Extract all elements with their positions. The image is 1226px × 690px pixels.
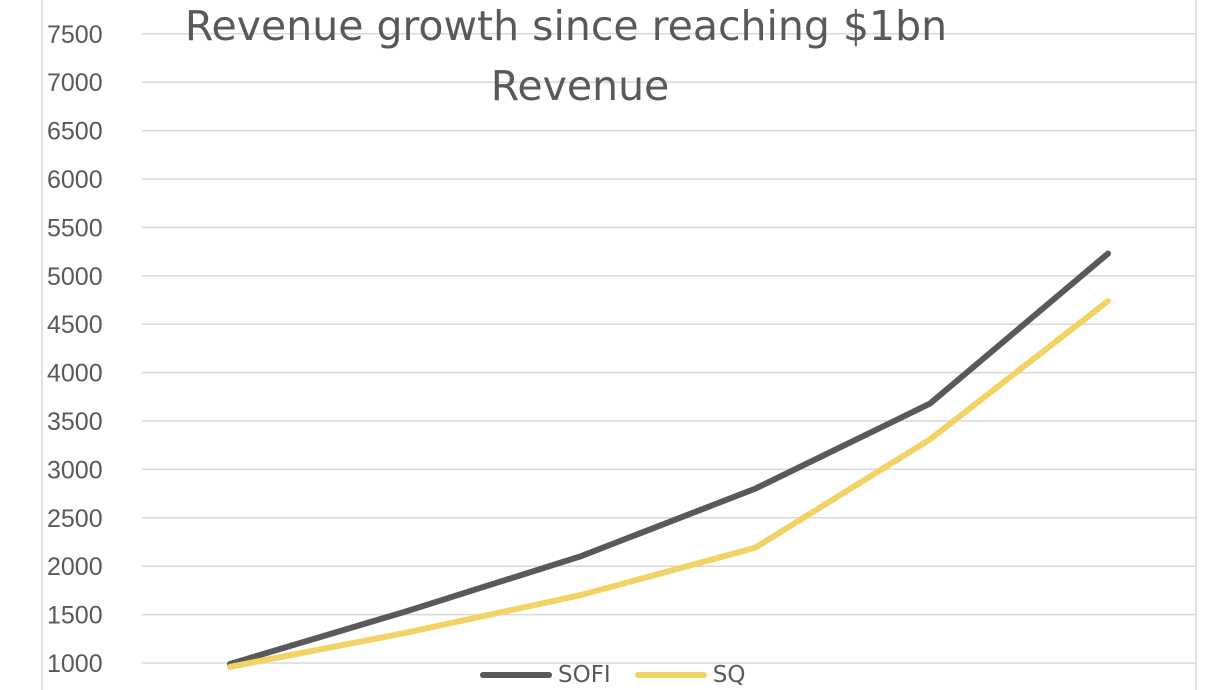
series-line-sofi [227,250,1111,667]
y-tick-label: 2500 [47,505,103,533]
y-tick-label: 4000 [47,360,103,388]
y-tick-label: 1000 [47,650,103,678]
legend-label-sofi: SOFI [558,662,611,688]
legend-swatch-sq [634,672,707,678]
y-tick-label: 5500 [47,214,103,242]
legend-item-sq: SQ [634,662,746,688]
y-tick-label: 7000 [47,69,103,97]
y-tick-label: 2000 [47,553,103,581]
legend-swatch-sofi [480,672,552,678]
legend-label-sq: SQ [712,662,746,688]
y-tick-label: 3500 [47,408,103,436]
y-tick-label: 6500 [47,118,103,146]
y-tick-label: 4500 [47,311,103,339]
chart-title: Revenue growth since reaching $1bn [184,2,948,50]
chart-subtitle: Revenue [490,62,670,110]
series-line-sq [227,297,1111,670]
y-tick-label: 1500 [47,602,103,630]
y-tick-label: 5000 [47,263,103,291]
legend-item-sofi: SOFI [480,662,611,688]
y-tick-label: 3000 [47,456,103,484]
y-tick-label: 7500 [47,21,103,49]
chart-legend: SOFI SQ [480,660,769,690]
y-tick-label: 6000 [47,166,103,194]
